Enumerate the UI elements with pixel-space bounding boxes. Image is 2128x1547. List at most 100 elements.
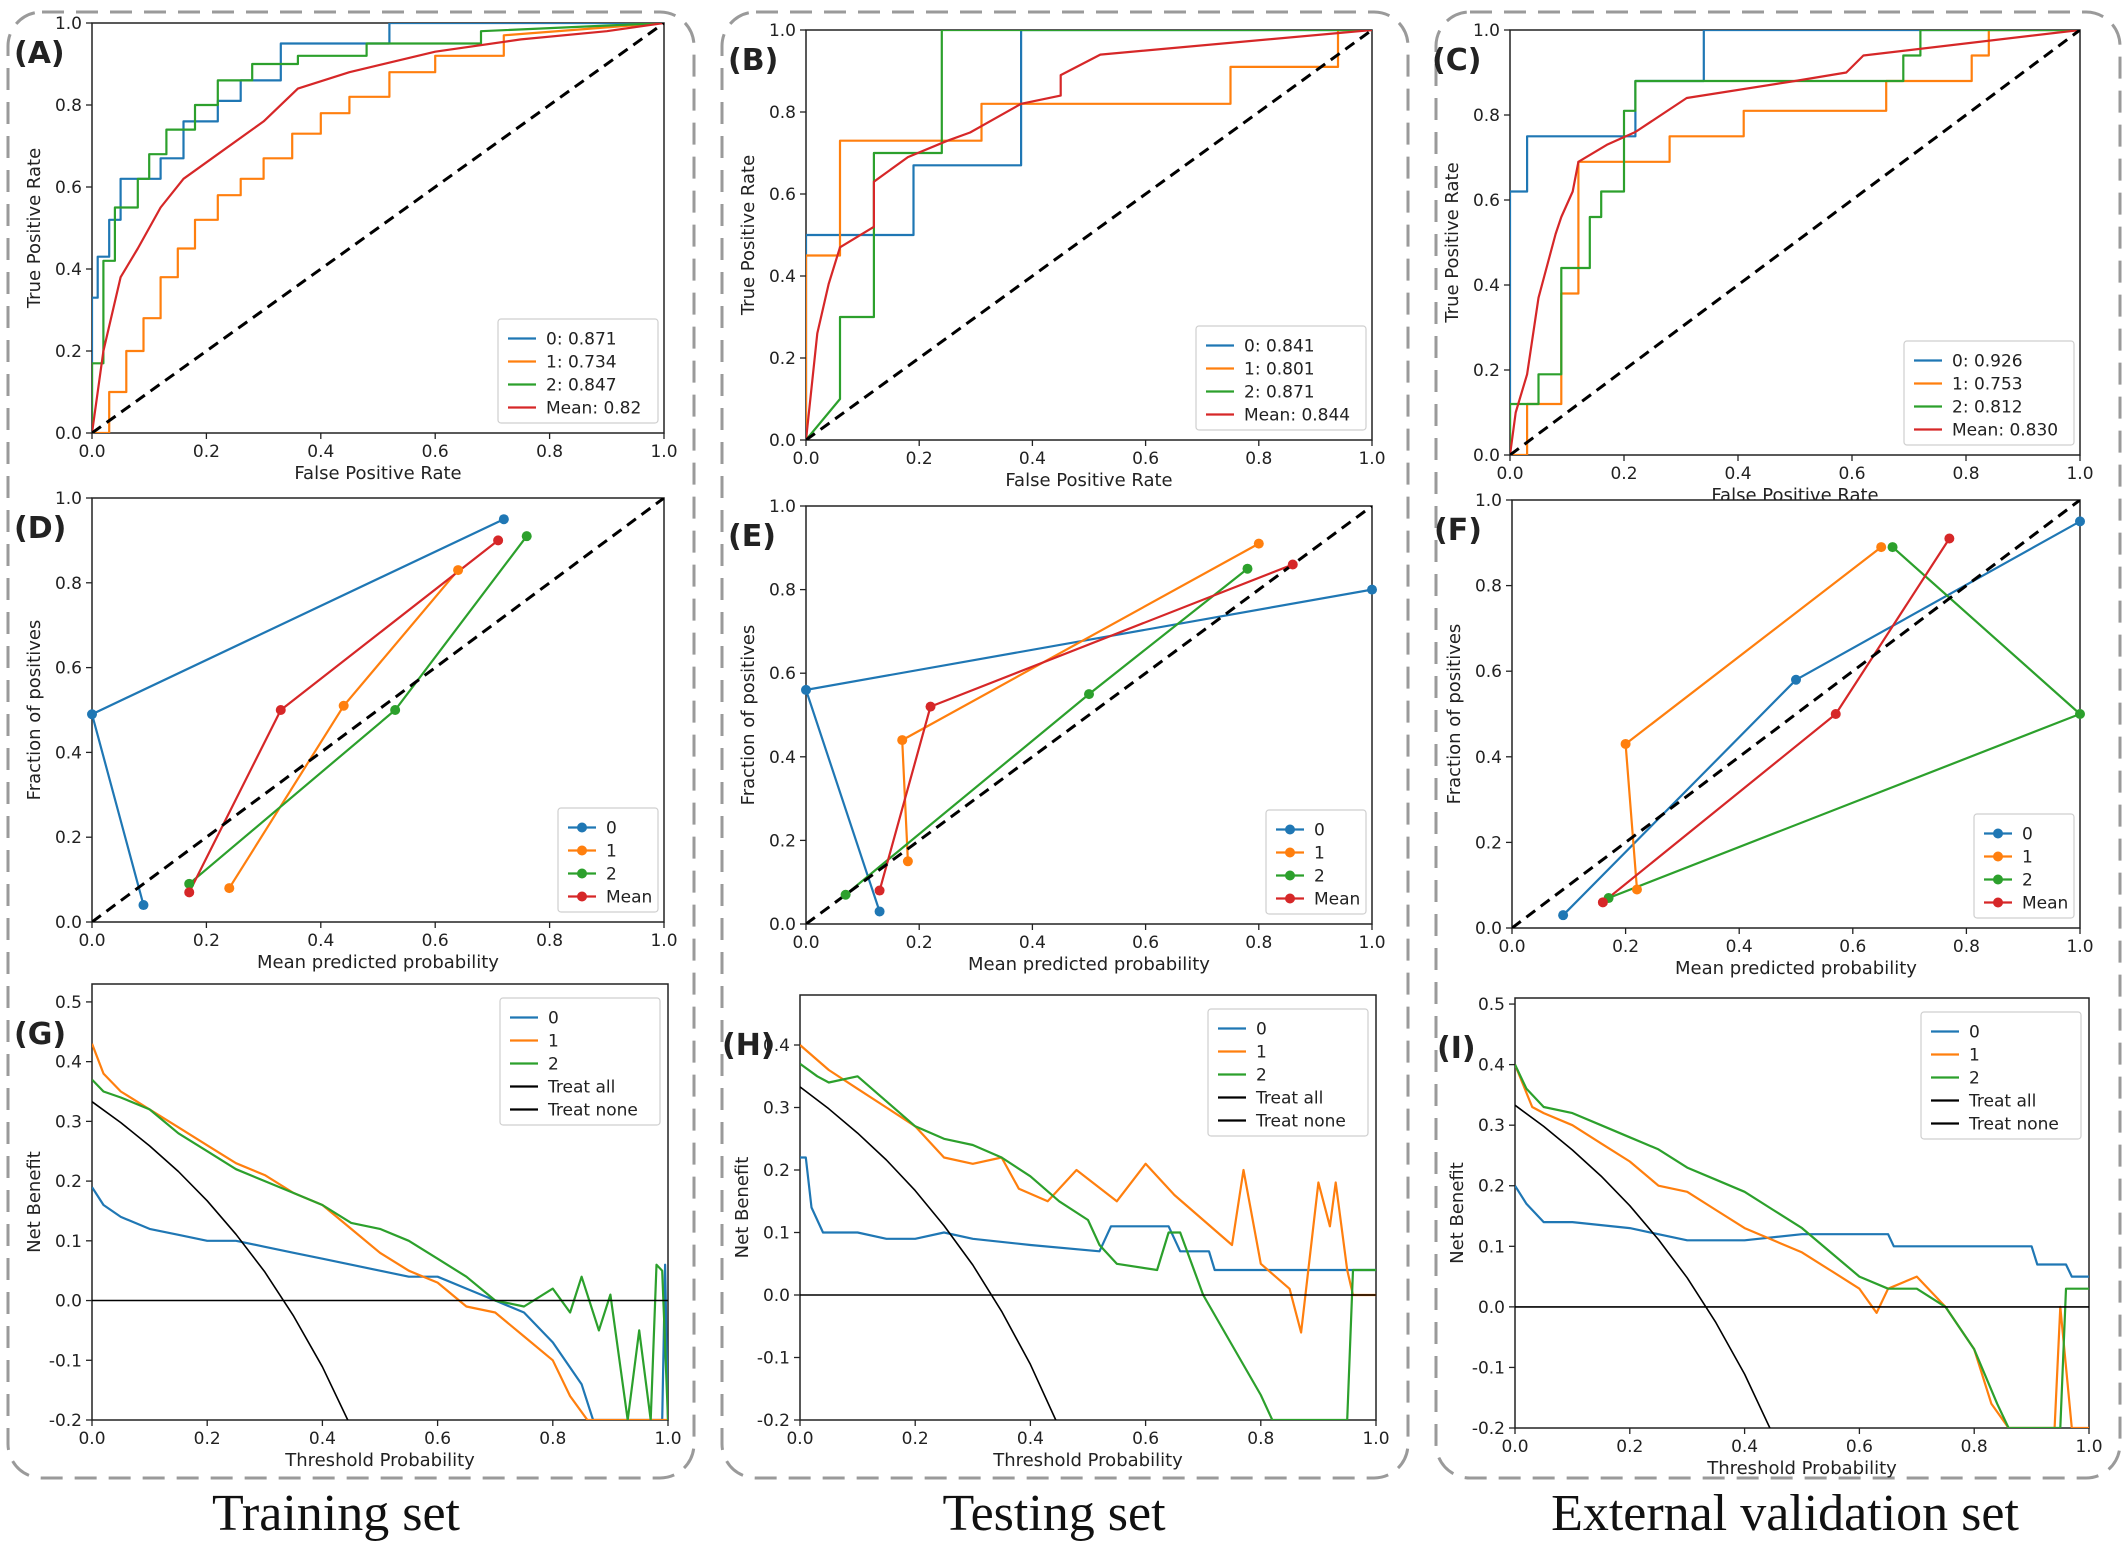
x-tick-label: 0.4 bbox=[1731, 1437, 1758, 1457]
reference-diagonal-line bbox=[1512, 500, 2080, 928]
y-tick-label: 0.0 bbox=[769, 915, 796, 935]
data-point-1 bbox=[453, 565, 464, 576]
plot-frame bbox=[91, 983, 669, 1421]
legend-box bbox=[1920, 1011, 2082, 1140]
y-tick-label: 0.6 bbox=[1475, 662, 1502, 682]
x-tick-label: 1.0 bbox=[2066, 464, 2093, 484]
y-tick-label: -0.2 bbox=[49, 1411, 82, 1431]
y-tick-label: 0.0 bbox=[769, 431, 796, 451]
x-tick-label: 0.2 bbox=[193, 442, 220, 462]
y-axis-label: Net Benefit bbox=[732, 1157, 753, 1259]
caption-testing: Testing set bbox=[942, 1485, 1166, 1542]
x-tick-label: 0.6 bbox=[1846, 1437, 1873, 1457]
legend-label: Treat all bbox=[1255, 1089, 1323, 1109]
legend-box bbox=[499, 997, 661, 1126]
x-tick-label: 0.6 bbox=[1132, 1429, 1159, 1449]
data-point-1 bbox=[1631, 884, 1642, 895]
reference-diagonal-line bbox=[92, 498, 664, 922]
y-tick-label: -0.1 bbox=[49, 1351, 82, 1371]
data-point-2 bbox=[184, 878, 195, 889]
series-line-1 bbox=[92, 1043, 668, 1420]
reference-diagonal-line bbox=[806, 30, 1372, 440]
legend-label: 0: 0.871 bbox=[546, 330, 617, 350]
legend-label: 2: 0.871 bbox=[1244, 383, 1315, 403]
panel-label: (I) bbox=[1437, 1031, 1476, 1066]
x-tick-label: 0.0 bbox=[78, 1429, 105, 1449]
series-group bbox=[1515, 1064, 2089, 1428]
legend-label: Mean bbox=[1314, 890, 1360, 910]
series-line-2 bbox=[806, 30, 1372, 440]
data-point-mean bbox=[1597, 897, 1608, 908]
y-tick-label: 0.2 bbox=[1475, 833, 1502, 853]
panel-label: (B) bbox=[728, 43, 778, 78]
y-axis-label: True Positive Rate bbox=[1442, 162, 1463, 323]
x-tick-label: 0.0 bbox=[792, 933, 819, 953]
x-tick-label: 1.0 bbox=[1362, 1429, 1389, 1449]
data-point-0 bbox=[1791, 674, 1801, 685]
legend-label: 1 bbox=[1256, 1043, 1267, 1063]
y-tick-label: 0.4 bbox=[55, 260, 82, 280]
series-line-0 bbox=[1515, 1185, 2089, 1278]
y-tick-label: 0.8 bbox=[1475, 577, 1502, 597]
y-tick-label: 0.2 bbox=[55, 1172, 82, 1192]
y-tick-label: 0.5 bbox=[1478, 995, 1505, 1015]
x-tick-label: 0.8 bbox=[536, 442, 563, 462]
x-tick-label: 0.0 bbox=[1496, 464, 1523, 484]
y-tick-label: -0.1 bbox=[1472, 1358, 1505, 1378]
x-tick-label: 0.2 bbox=[194, 1429, 221, 1449]
chart-panel: 0.0 0.2 0.4 0.6 0.8 1.00.00.20.40.60.81.0Fals… bbox=[728, 21, 1386, 491]
x-axis-label: False Positive Rate bbox=[294, 463, 461, 484]
x-tick-label: 0.8 bbox=[1961, 1437, 1988, 1457]
data-point-2 bbox=[840, 889, 851, 900]
panel-label: (A) bbox=[14, 36, 65, 71]
series-line-mean bbox=[92, 23, 664, 433]
data-point-0 bbox=[1558, 910, 1569, 921]
x-tick-label: 0.2 bbox=[1612, 937, 1639, 957]
legend-box bbox=[497, 318, 659, 424]
legend-label: Mean: 0.82 bbox=[546, 399, 641, 419]
y-tick-label: 0.2 bbox=[55, 828, 82, 848]
x-tick-label: 0.2 bbox=[1616, 1437, 1643, 1457]
y-tick-label: 0.6 bbox=[769, 185, 796, 205]
y-tick-label: 0.8 bbox=[55, 96, 82, 116]
legend-box bbox=[557, 807, 659, 913]
x-tick-label: 1.0 bbox=[2075, 1437, 2102, 1457]
y-tick-label: 0.3 bbox=[763, 1099, 790, 1119]
series-line-2 bbox=[1515, 1064, 2089, 1428]
legend-label: Treat none bbox=[1255, 1112, 1346, 1132]
y-tick-label: 0.2 bbox=[55, 342, 82, 362]
series-line-2 bbox=[1608, 546, 2080, 900]
y-tick-label: 0.4 bbox=[55, 743, 82, 763]
legend-marker bbox=[1993, 874, 2003, 885]
series-group bbox=[800, 1044, 1376, 1420]
x-tick-label: 1.0 bbox=[1358, 933, 1385, 953]
y-axis-label: Net Benefit bbox=[24, 1151, 45, 1253]
chart-panel: 0.0 0.2 0.4 0.6 0.8 1.00.00.20.40.60.81.0Fals… bbox=[1432, 21, 2094, 506]
series-line-2 bbox=[92, 23, 664, 433]
panel-label: (H) bbox=[722, 1028, 775, 1063]
y-tick-label: 0.4 bbox=[1478, 1056, 1505, 1076]
x-tick-label: 0.8 bbox=[539, 1429, 566, 1449]
y-tick-label: 0.6 bbox=[55, 178, 82, 198]
x-tick-label: 0.0 bbox=[1498, 937, 1525, 957]
panel-label: (G) bbox=[14, 1017, 66, 1052]
data-point-0 bbox=[1367, 584, 1377, 595]
series-line-1 bbox=[1515, 1064, 2089, 1428]
y-tick-label: 1.0 bbox=[1473, 21, 1500, 41]
y-tick-label: 0.4 bbox=[1473, 276, 1500, 296]
data-point-0 bbox=[801, 684, 811, 695]
legend-label: Treat all bbox=[1968, 1092, 2036, 1112]
legend-label: 0 bbox=[606, 819, 617, 839]
data-point-mean bbox=[1830, 709, 1841, 719]
y-tick-label: 0.6 bbox=[1473, 191, 1500, 211]
x-axis-label: Mean predicted probability bbox=[968, 954, 1210, 975]
y-tick-label: 0.3 bbox=[55, 1112, 82, 1132]
legend-label: 1 bbox=[1314, 844, 1325, 864]
series-line-1 bbox=[1510, 30, 2080, 455]
data-point-2 bbox=[1887, 542, 1898, 553]
legend-label: 1 bbox=[1969, 1046, 1980, 1066]
x-tick-label: 1.0 bbox=[650, 931, 677, 951]
y-tick-label: 0.2 bbox=[1478, 1177, 1505, 1197]
y-axis-label: True Positive Rate bbox=[738, 155, 759, 316]
group-border-testing bbox=[720, 10, 1410, 1480]
